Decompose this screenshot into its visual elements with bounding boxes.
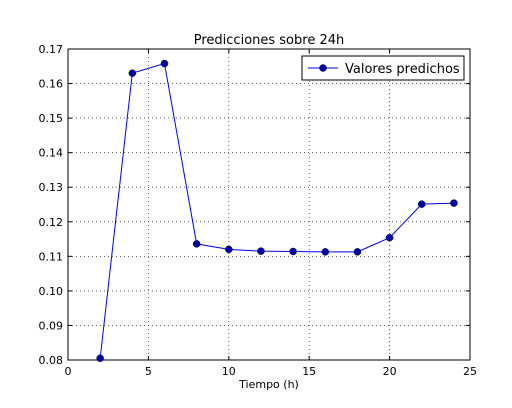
x-tick-label: 15 xyxy=(302,365,316,378)
y-tick-label: 0.16 xyxy=(39,78,64,91)
chart-title: Predicciones sobre 24h xyxy=(194,33,344,48)
plot-area xyxy=(67,48,471,361)
data-point xyxy=(353,248,362,256)
data-point xyxy=(289,247,297,256)
x-axis-label: Tiempo (h) xyxy=(238,378,299,391)
axis-ticks: 0 5 10 15 20 25 0.08 0.09 0.10 0.11 0.12 0.13 0.14 0.… xyxy=(39,43,478,378)
data-point xyxy=(192,240,201,248)
x-tick-label: 0 xyxy=(65,365,72,378)
x-tick-label: 10 xyxy=(222,365,236,378)
y-tick-label: 0.17 xyxy=(39,43,64,56)
grid xyxy=(68,49,470,360)
y-tick-label: 0.15 xyxy=(39,112,64,125)
y-tick-label: 0.09 xyxy=(39,319,64,332)
data-point xyxy=(418,200,426,208)
y-tick-label: 0.08 xyxy=(39,354,64,367)
y-tick-label: 0.12 xyxy=(39,216,64,229)
legend-marker xyxy=(319,64,327,72)
data-point xyxy=(450,199,458,207)
series-layer xyxy=(96,59,458,363)
x-tick-label: 25 xyxy=(463,365,477,378)
data-point xyxy=(257,247,265,255)
data-point xyxy=(321,248,330,256)
series-line xyxy=(99,62,454,359)
data-point xyxy=(385,233,394,242)
data-point xyxy=(160,59,169,68)
y-tick-label: 0.11 xyxy=(39,250,64,263)
x-tick-label: 5 xyxy=(145,365,152,378)
legend: Valores predichos xyxy=(301,55,465,81)
y-tick-label: 0.10 xyxy=(39,285,64,298)
legend-label: Valores predichos xyxy=(345,62,460,77)
data-point xyxy=(225,245,233,254)
y-tick-label: 0.13 xyxy=(39,181,64,194)
data-point xyxy=(96,354,104,363)
x-tick-label: 20 xyxy=(383,365,397,378)
data-point xyxy=(128,69,137,77)
y-tick-label: 0.14 xyxy=(39,147,64,160)
